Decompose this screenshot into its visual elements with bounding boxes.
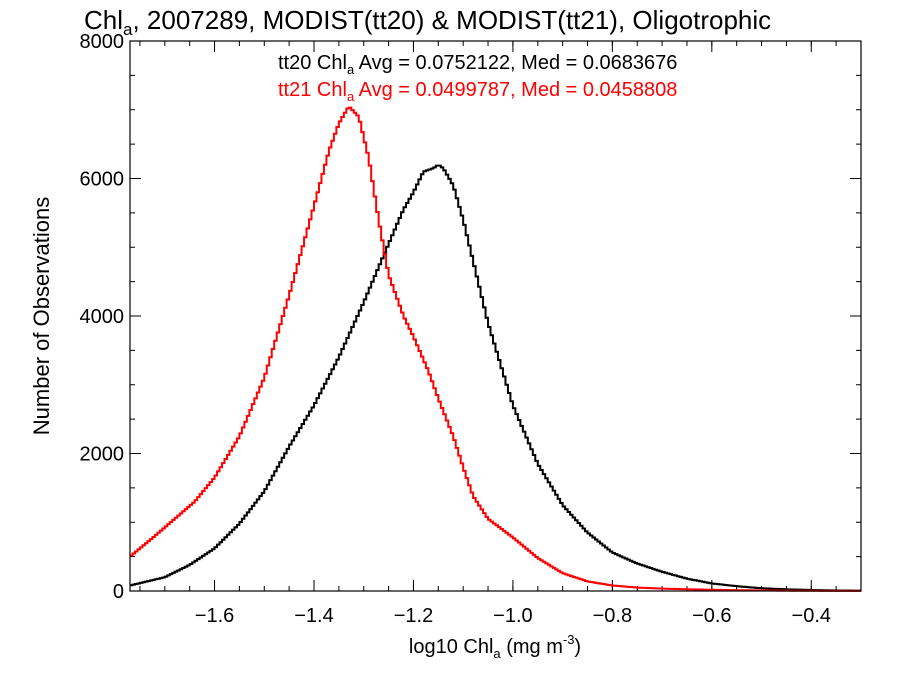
x-tick-label: −0.8 bbox=[593, 605, 632, 627]
axis-tick-labels: −1.6 −1.4 −1.2 −1.0 −0.8 −0.6 −0.4 0 2000 4000 600… bbox=[80, 31, 832, 627]
annotation-tt20: tt20 Chla Avg = 0.0752122, Med = 0.06836… bbox=[278, 52, 677, 77]
x-tick-label: −1.2 bbox=[394, 605, 433, 627]
chart-title: Chla, 2007289, MODIST(tt20) & MODIST(tt2… bbox=[84, 5, 771, 39]
series-line-tt20 bbox=[130, 164, 861, 592]
x-tick-label: −1.4 bbox=[294, 605, 333, 627]
series-layer bbox=[130, 106, 861, 592]
x-tick-label: −1.6 bbox=[195, 605, 234, 627]
plot-frame bbox=[129, 40, 862, 592]
x-tick-label: −1.0 bbox=[493, 605, 532, 627]
x-tick-label: −0.6 bbox=[692, 605, 731, 627]
annotation-tt21: tt21 Chla Avg = 0.0499787, Med = 0.04588… bbox=[278, 79, 677, 104]
y-tick-label: 0 bbox=[113, 581, 124, 603]
x-tick-label: −0.4 bbox=[792, 605, 831, 627]
y-tick-label: 8000 bbox=[80, 31, 125, 53]
series-line-tt21 bbox=[130, 106, 861, 592]
y-tick-label: 6000 bbox=[80, 169, 125, 191]
axis-ticks bbox=[130, 40, 862, 592]
y-tick-label: 2000 bbox=[80, 444, 125, 466]
y-axis-label: Number of Observations bbox=[29, 197, 54, 435]
x-axis-label: log10 Chla (mg m-3) bbox=[409, 632, 581, 661]
y-tick-label: 4000 bbox=[80, 306, 125, 328]
